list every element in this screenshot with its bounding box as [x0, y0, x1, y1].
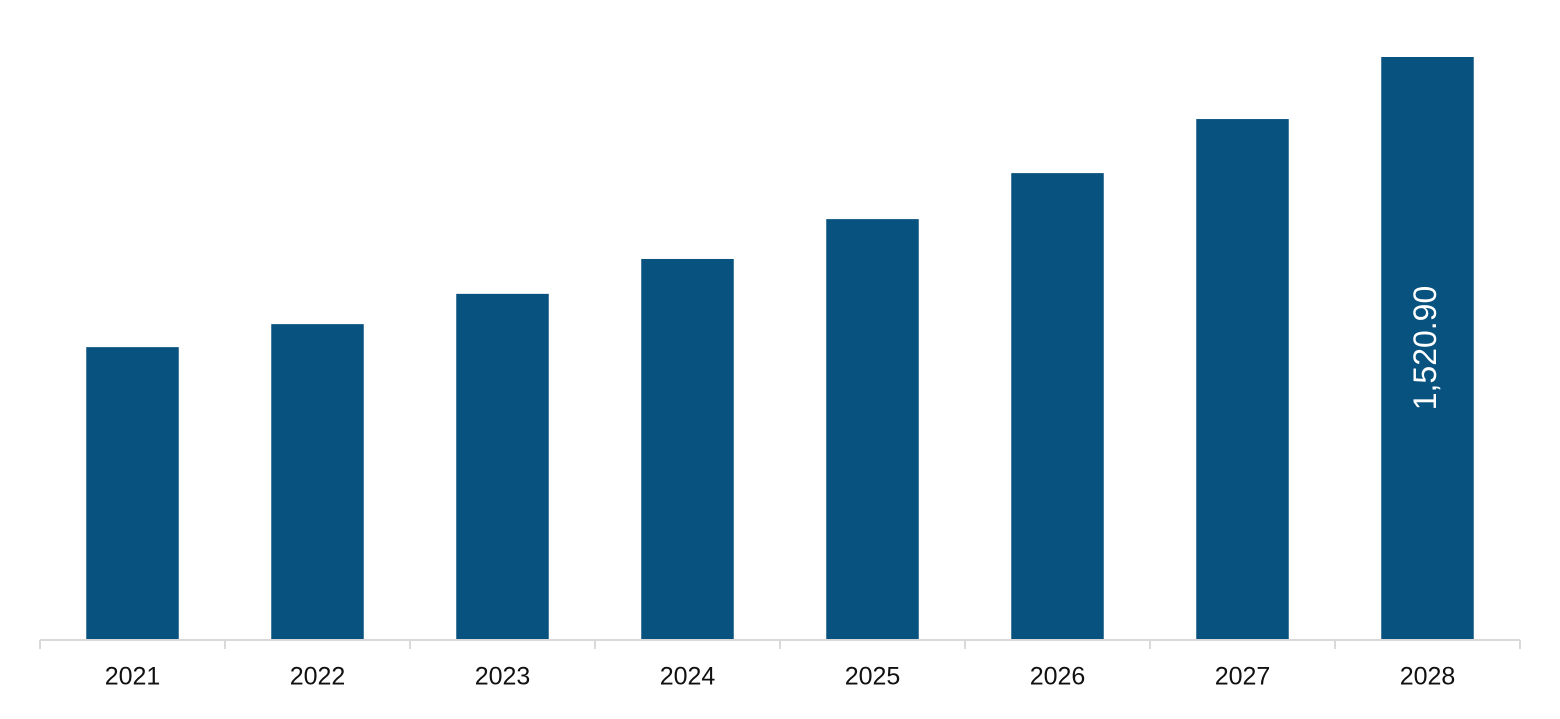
bar: [1381, 57, 1474, 640]
value-label: 1,520.90: [1407, 286, 1443, 411]
x-tick-label: 2027: [1215, 663, 1271, 691]
bar: [271, 324, 364, 640]
x-tick-label: 2028: [1400, 663, 1456, 691]
x-tick-label: 2024: [660, 663, 716, 691]
bar: [1011, 173, 1104, 640]
x-tick-label: 2025: [845, 663, 901, 691]
bar: [456, 293, 549, 640]
x-tick-label: 2026: [1030, 663, 1086, 691]
bar: [1196, 119, 1289, 640]
x-tick-label: 2022: [290, 663, 346, 691]
x-tick-label: 2021: [105, 663, 161, 691]
bar: [826, 219, 919, 640]
x-tick-label: 2023: [475, 663, 531, 691]
bar: [86, 347, 179, 640]
bar: [641, 258, 734, 640]
